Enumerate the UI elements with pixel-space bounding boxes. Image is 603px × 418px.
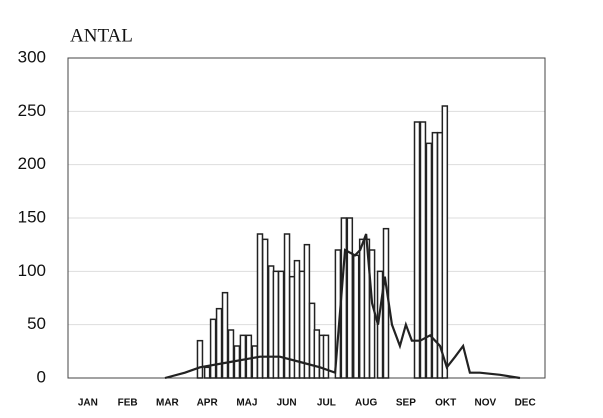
x-tick-label: JUN xyxy=(277,398,297,409)
bar xyxy=(261,238,269,379)
bar xyxy=(277,270,285,379)
bar xyxy=(245,334,253,379)
y-tick-label: 0 xyxy=(37,367,46,386)
bar xyxy=(227,329,235,379)
line xyxy=(164,233,521,380)
x-tick-label: JAN xyxy=(78,398,98,409)
bar xyxy=(283,233,291,379)
bar xyxy=(368,249,376,379)
x-tick-label: OKT xyxy=(435,398,456,409)
bar xyxy=(313,329,321,379)
y-tick-label: 200 xyxy=(18,154,46,173)
bar xyxy=(203,366,211,379)
bar xyxy=(413,121,421,379)
bar xyxy=(239,334,247,379)
y-tick-label: 250 xyxy=(18,101,46,120)
y-tick-label: 50 xyxy=(27,314,46,333)
bar xyxy=(221,291,229,379)
bar xyxy=(346,217,354,379)
x-tick-label: JUL xyxy=(317,398,336,409)
x-tick-label: MAR xyxy=(156,398,180,409)
bar xyxy=(441,105,449,379)
x-tick-label: APR xyxy=(197,398,219,409)
bar xyxy=(196,339,204,379)
y-tick-label: 150 xyxy=(18,207,46,226)
bar xyxy=(272,270,280,379)
x-tick-label: MAJ xyxy=(236,398,257,409)
bar xyxy=(303,243,311,379)
x-tick-label: AUG xyxy=(355,398,377,409)
y-tick-label: 300 xyxy=(18,47,46,66)
bar xyxy=(209,318,217,379)
x-tick-label: DEC xyxy=(515,398,536,409)
y-tick-label: 100 xyxy=(18,261,46,280)
x-tick-label: SEP xyxy=(396,398,416,409)
x-tick-label: NOV xyxy=(475,398,497,409)
bar xyxy=(251,345,259,379)
x-tick-label: FEB xyxy=(118,398,138,409)
bar xyxy=(425,142,433,379)
bar xyxy=(352,254,360,379)
bar xyxy=(322,334,330,379)
bar xyxy=(215,307,223,379)
chart-title: ANTAL xyxy=(70,25,133,46)
bar xyxy=(419,121,427,379)
